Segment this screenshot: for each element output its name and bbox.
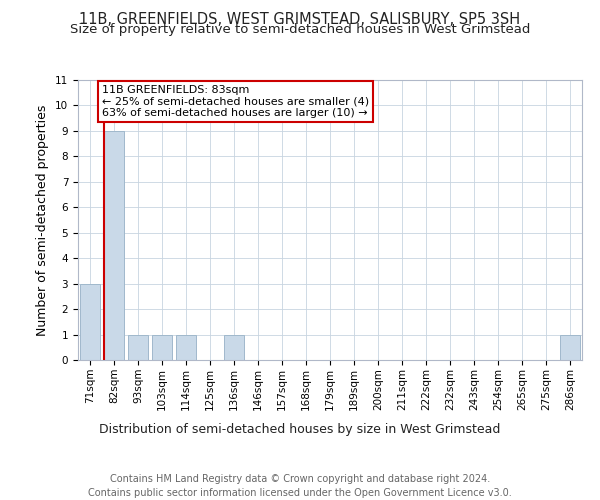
Bar	[152, 334, 172, 360]
Bar	[80, 284, 100, 360]
Y-axis label: Number of semi-detached properties: Number of semi-detached properties	[37, 104, 49, 336]
Text: Size of property relative to semi-detached houses in West Grimstead: Size of property relative to semi-detach…	[70, 24, 530, 36]
Bar	[224, 334, 244, 360]
Bar	[176, 334, 196, 360]
Bar	[560, 334, 580, 360]
Bar	[128, 334, 148, 360]
Bar	[104, 131, 124, 360]
Text: Distribution of semi-detached houses by size in West Grimstead: Distribution of semi-detached houses by …	[100, 422, 500, 436]
Text: 11B, GREENFIELDS, WEST GRIMSTEAD, SALISBURY, SP5 3SH: 11B, GREENFIELDS, WEST GRIMSTEAD, SALISB…	[79, 12, 521, 28]
Text: Contains HM Land Registry data © Crown copyright and database right 2024.
Contai: Contains HM Land Registry data © Crown c…	[88, 474, 512, 498]
Text: 11B GREENFIELDS: 83sqm
← 25% of semi-detached houses are smaller (4)
63% of semi: 11B GREENFIELDS: 83sqm ← 25% of semi-det…	[102, 85, 369, 118]
